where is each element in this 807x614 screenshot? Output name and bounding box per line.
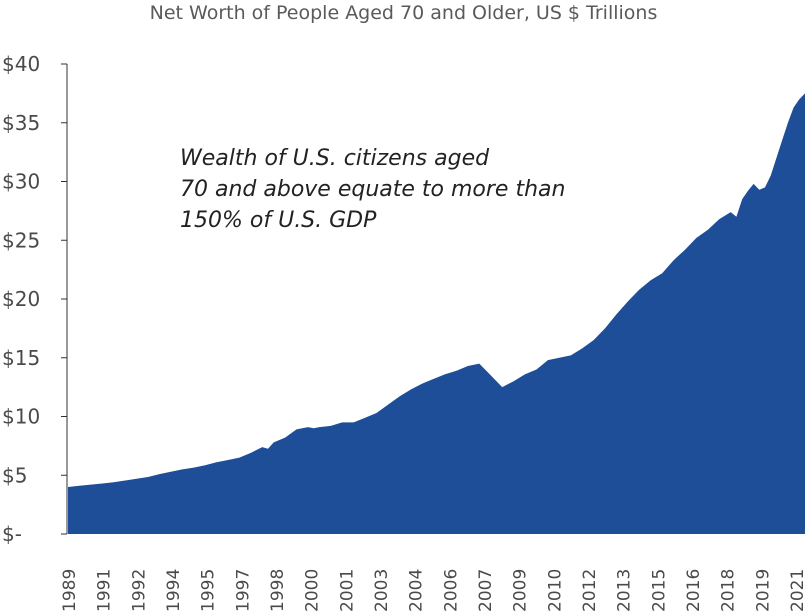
x-tick-label: 2019 (753, 569, 773, 612)
y-tick-label: $- (2, 522, 22, 546)
x-tick-label: 2003 (372, 569, 392, 612)
y-tick-label: $5 (2, 463, 27, 487)
x-tick-label: 2016 (684, 569, 704, 612)
x-tick-label: 2010 (545, 569, 565, 612)
x-tick-label: 1989 (60, 569, 80, 612)
x-tick-label: 1992 (129, 569, 149, 612)
x-tick-label: 2007 (476, 569, 496, 612)
x-tick-label: 1998 (268, 569, 288, 612)
x-tick-label: 2004 (407, 569, 427, 612)
x-tick-label: 2006 (441, 569, 461, 612)
x-tick-label: 2018 (719, 569, 739, 612)
y-tick-label: $30 (2, 170, 40, 194)
x-tick-label: 2012 (580, 569, 600, 612)
net-worth-area (68, 93, 805, 535)
y-tick-label: $20 (2, 287, 40, 311)
x-tick-label: 2015 (649, 569, 669, 612)
y-tick-label: $10 (2, 405, 40, 429)
chart-annotation: Wealth of U.S. citizens aged 70 and abov… (180, 143, 565, 236)
y-axis: $- $5 $10 $15 $20 $25 $30 $35 $40 (2, 52, 68, 546)
y-tick-label: $25 (2, 228, 40, 252)
y-tick-label: $35 (2, 111, 40, 135)
x-tick-label: 2013 (615, 569, 635, 612)
x-tick-label: 2001 (337, 569, 357, 612)
x-axis: 1989 1991 1992 1994 1995 1997 1998 2000 2001 2003… (60, 569, 807, 612)
y-tick-label: $15 (2, 346, 40, 370)
x-tick-label: 1991 (95, 569, 115, 612)
chart-title: Net Worth of People Aged 70 and Older, U… (149, 2, 658, 24)
annotation-line-3: 150% of U.S. GDP (180, 208, 377, 233)
x-tick-label: 1994 (164, 569, 184, 612)
x-tick-label: 1995 (199, 569, 219, 612)
annotation-line-2: 70 and above equate to more than (180, 177, 566, 202)
x-tick-label: 1997 (233, 569, 253, 612)
y-tick-label: $40 (2, 52, 40, 76)
x-tick-label: 2021 (788, 569, 807, 612)
annotation-line-1: Wealth of U.S. citizens aged (180, 146, 490, 171)
x-tick-label: 2009 (511, 569, 531, 612)
x-tick-label: 2000 (303, 569, 323, 612)
